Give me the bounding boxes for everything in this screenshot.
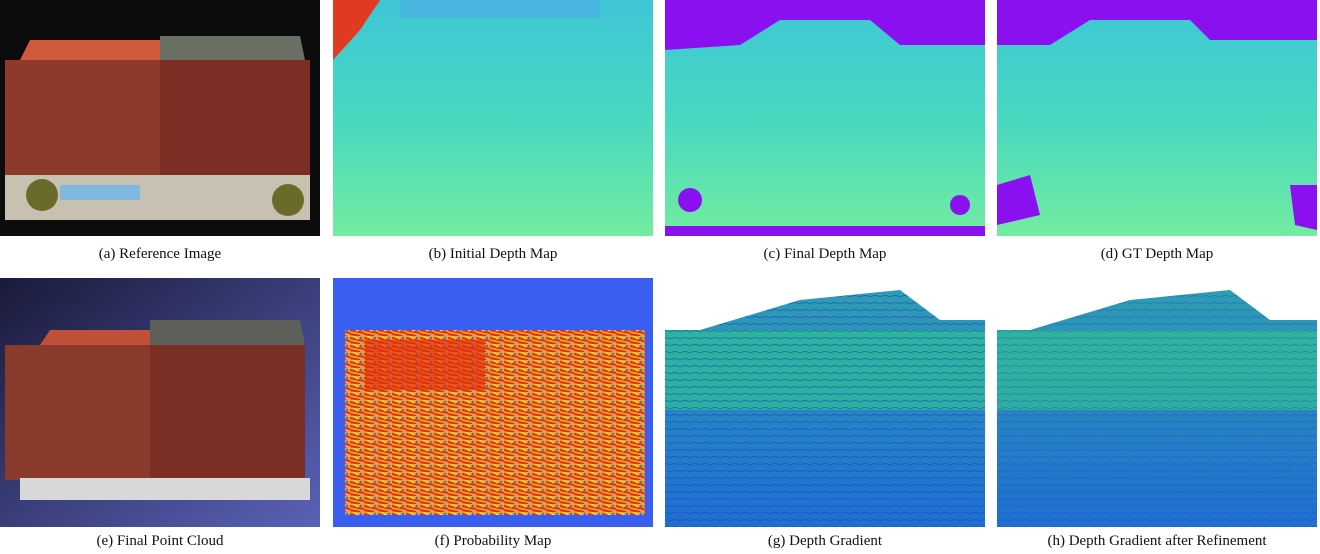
image-depth-gradient bbox=[665, 278, 985, 527]
figure: (a) Reference Image (b) Initial Depth Ma… bbox=[0, 0, 1320, 554]
caption: (e) Final Point Cloud bbox=[96, 533, 224, 549]
caption: (b) Initial Depth Map bbox=[429, 246, 558, 262]
caption: (h) Depth Gradient after Refinement bbox=[1047, 533, 1267, 549]
image-gt-depth bbox=[997, 0, 1317, 236]
caption: (c) Final Depth Map bbox=[764, 246, 887, 262]
image-final-depth bbox=[665, 0, 985, 236]
image-point-cloud bbox=[0, 278, 320, 527]
caption: (a) Reference Image bbox=[99, 246, 222, 262]
image-initial-depth bbox=[333, 0, 653, 236]
caption: (d) GT Depth Map bbox=[1101, 246, 1214, 262]
caption: (g) Depth Gradient bbox=[768, 533, 883, 549]
image-probability bbox=[333, 278, 653, 527]
image-reference bbox=[0, 0, 320, 236]
image-depth-gradient-refined bbox=[997, 278, 1317, 527]
caption: (f) Probability Map bbox=[435, 533, 552, 549]
